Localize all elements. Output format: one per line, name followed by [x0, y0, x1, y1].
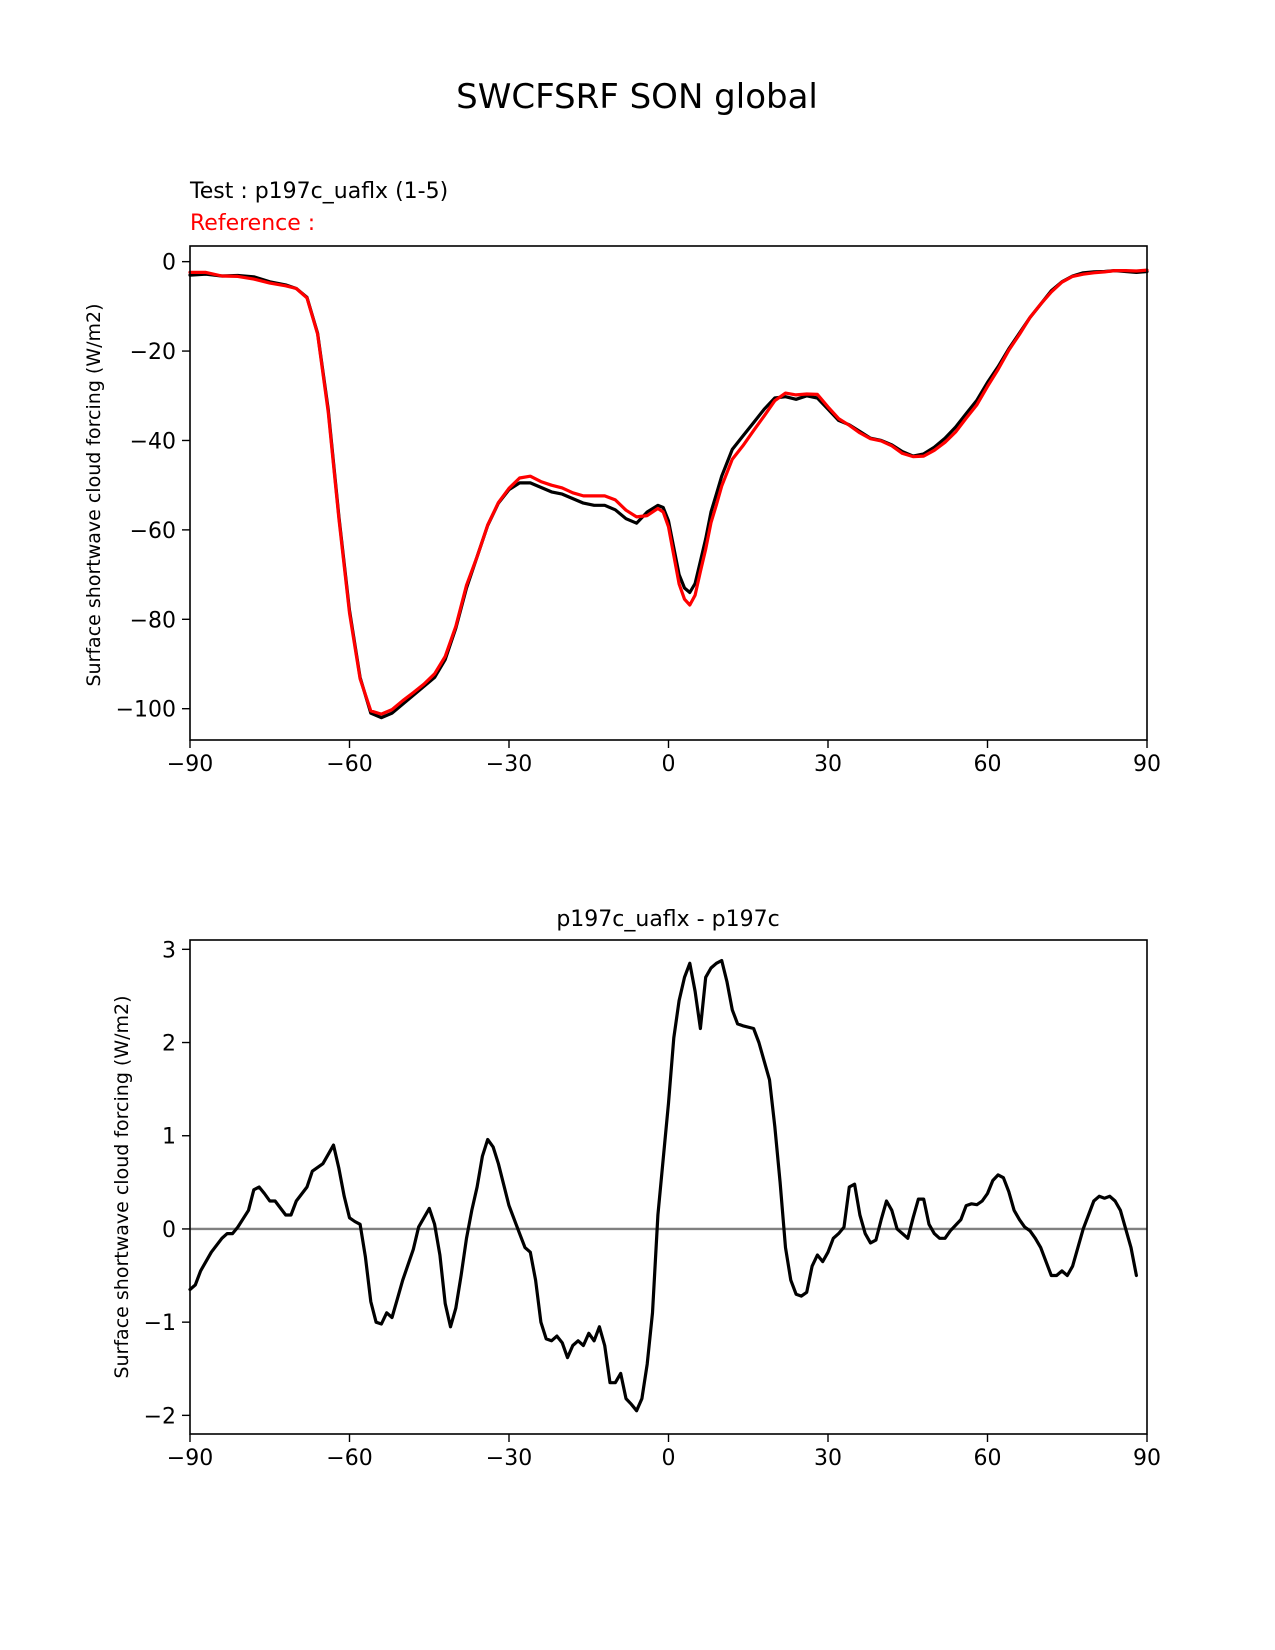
bottom-panel-frame: [189, 939, 1148, 1435]
top-y-tick-label: −20: [130, 340, 176, 365]
bottom-panel: p197c_uaflx - p197c Surface shortwave cl…: [111, 907, 1161, 1471]
top-y-tick-label: −60: [130, 519, 176, 544]
top-x-tick-label: −60: [326, 752, 372, 777]
bottom-panel-title: p197c_uaflx - p197c: [556, 907, 779, 932]
top-plot-area: −90 −60 −30 0 30 60 90 0 −20 −40 −60 −80 −100: [116, 251, 1161, 777]
top-panel: Test : p197c_uaflx (1-5) Reference : Sur…: [83, 179, 1161, 777]
top-series-line-reference: [188, 268, 1149, 716]
top-x-tick-label: −30: [486, 752, 532, 777]
bottom-y-tick-label: −1: [144, 1311, 176, 1336]
bottom-y-tick-label: 3: [162, 938, 176, 963]
top-y-tick-label: −80: [130, 608, 176, 633]
bottom-x-tick-label: 0: [662, 1446, 676, 1471]
top-panel-y-axis-label: Surface shortwave cloud forcing (W/m2): [83, 303, 105, 686]
top-y-tick-label: −40: [130, 429, 176, 454]
figure-title: SWCFSRF SON global: [456, 77, 818, 117]
top-panel-frame: [189, 245, 1148, 741]
bottom-y-tick-label: 1: [162, 1125, 176, 1150]
top-y-tick-label: −100: [116, 698, 176, 723]
top-x-tick-label: −90: [167, 752, 213, 777]
top-x-tick-label: 60: [974, 752, 1002, 777]
bottom-x-tick-label: −30: [486, 1446, 532, 1471]
bottom-series-line-test: [188, 958, 1139, 1413]
top-panel-reference-label: Reference :: [190, 211, 315, 236]
bottom-y-tick-label: −2: [144, 1404, 176, 1429]
top-x-tick-label: 0: [662, 752, 676, 777]
top-x-tick-label: 90: [1133, 752, 1161, 777]
bottom-x-tick-label: 30: [814, 1446, 842, 1471]
bottom-y-tick-label: 2: [162, 1032, 176, 1057]
bottom-x-tick-label: 60: [974, 1446, 1002, 1471]
bottom-plot-area: −90 −60 −30 0 30 60 90 3 2 1 0 −1 −2: [144, 938, 1161, 1471]
top-series-line-test: [188, 269, 1149, 720]
bottom-x-tick-label: 90: [1133, 1446, 1161, 1471]
bottom-panel-y-axis-label: Surface shortwave cloud forcing (W/m2): [111, 995, 133, 1378]
top-panel-test-label: Test : p197c_uaflx (1-5): [189, 179, 448, 204]
bottom-x-tick-label: −90: [167, 1446, 213, 1471]
top-x-tick-label: 30: [814, 752, 842, 777]
bottom-y-tick-label: 0: [162, 1218, 176, 1243]
bottom-x-tick-label: −60: [326, 1446, 372, 1471]
top-y-tick-label: 0: [162, 251, 176, 276]
